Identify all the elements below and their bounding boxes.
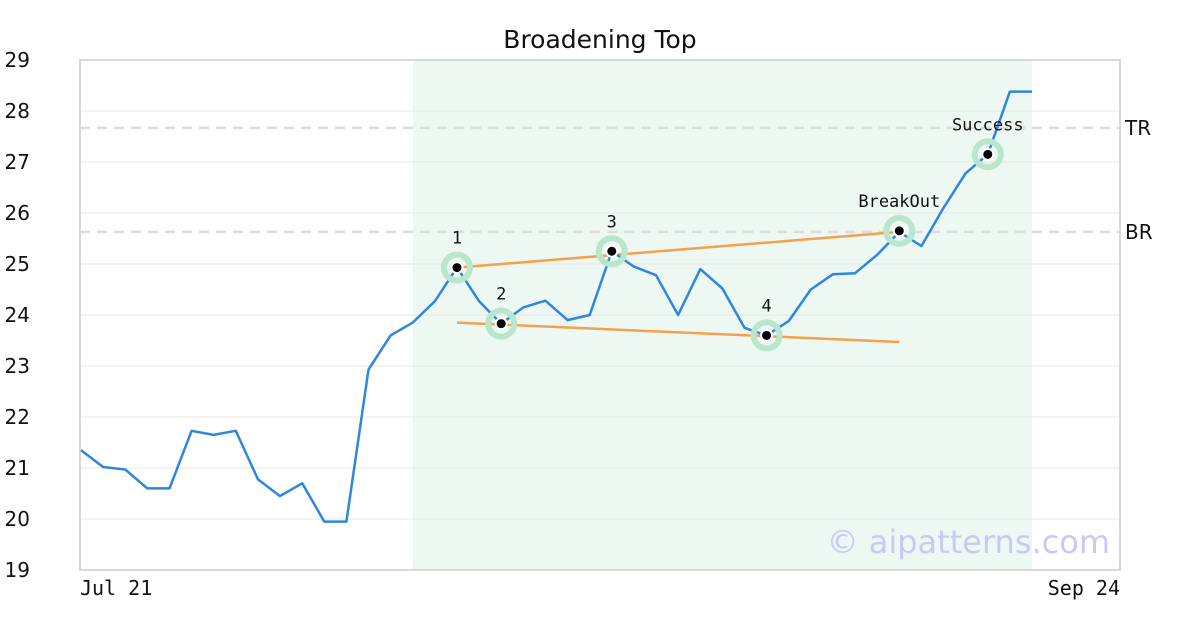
x-tick-label: Jul 21 [80, 576, 152, 600]
y-tick-label: 25 [5, 252, 30, 276]
y-tick-label: 27 [5, 150, 30, 174]
y-tick-label: 20 [5, 507, 30, 531]
level-label: BR [1125, 220, 1153, 244]
point-label: 3 [607, 212, 617, 232]
watermark: © aipatterns.com [827, 523, 1110, 561]
point-marker [981, 147, 995, 161]
price-line [80, 90, 1032, 523]
point-label: 4 [761, 296, 771, 316]
point-halo [595, 235, 628, 268]
point-halo [883, 214, 916, 247]
point-marker [760, 328, 774, 342]
point-marker [494, 317, 508, 331]
plot-frame [79, 59, 1121, 571]
chart-title: Broadening Top [503, 25, 696, 54]
point-halo [440, 251, 473, 284]
level-label: TR [1124, 116, 1151, 140]
y-tick-label: 29 [5, 48, 30, 72]
point-halo [971, 138, 1004, 171]
y-tick-label: 26 [5, 201, 30, 225]
point-marker [605, 244, 619, 258]
x-tick-label: Sep 24 [1048, 576, 1120, 600]
y-tick-label: 24 [5, 303, 30, 327]
y-tick-label: 21 [5, 456, 30, 480]
point-label: BreakOut [858, 192, 940, 212]
point-label: 2 [496, 285, 506, 305]
y-tick-label: 22 [5, 405, 30, 429]
point-label: Success [952, 115, 1024, 135]
y-tick-label: 23 [5, 354, 30, 378]
point-marker [450, 261, 464, 275]
trendline [456, 321, 900, 344]
point-label: 1 [452, 229, 462, 249]
y-tick-label: 19 [5, 558, 30, 582]
point-halo [485, 307, 518, 340]
y-tick-label: 28 [5, 99, 30, 123]
trendline [456, 230, 900, 269]
point-halo [750, 319, 783, 352]
point-marker [892, 224, 906, 238]
